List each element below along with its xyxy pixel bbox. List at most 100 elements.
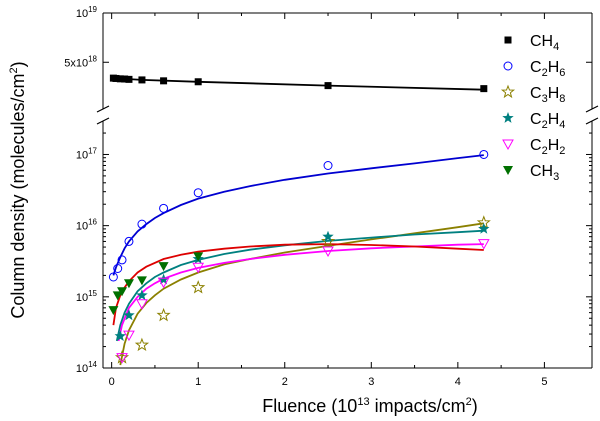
axis-break-right-mark-1	[585, 105, 599, 113]
x-axis-title-exp2: 2	[466, 396, 472, 408]
data-point-ch4	[112, 74, 120, 82]
data-point-ch3	[136, 276, 147, 286]
legend-marker-c2h4	[502, 112, 514, 123]
legend-label-sub: 4	[553, 41, 559, 53]
data-point-c2h6	[113, 263, 123, 273]
data-point-c2h4	[123, 309, 135, 321]
x-axis-title-close: )	[472, 396, 478, 416]
data-point-ch3	[193, 252, 204, 262]
legend-label-ch3: CH3	[530, 163, 559, 183]
x-tick-label: 5	[541, 376, 547, 388]
fit-curve-c2h4	[115, 229, 484, 342]
x-axis-title: Fluence (1013 impacts/cm2)	[262, 396, 477, 416]
data-point-c2h2	[477, 239, 490, 250]
legend-label-sub: 3	[553, 171, 559, 183]
legend-label-sub: 3	[542, 93, 548, 105]
legend-label-main: CH	[530, 33, 553, 50]
legend-label-ch4: CH4	[530, 33, 559, 53]
y-tick-label-lower-mantissa: 10	[76, 221, 88, 233]
y-tick-label-lower-exponent: 17	[88, 146, 97, 155]
data-point-c2h6	[137, 219, 147, 229]
x-axis-title-part2: impacts/cm	[370, 396, 466, 416]
data-point-c2h6	[108, 272, 118, 282]
data-point-c2h4	[478, 222, 490, 234]
data-point-c2h2	[136, 299, 148, 310]
y-axis-title-close: )	[8, 61, 28, 67]
axis-titles: Fluence (1013 impacts/cm2) Column density…	[8, 61, 478, 416]
legend-label-sub2: 2	[559, 145, 565, 157]
legend-label-c2h6: C2H6	[530, 59, 565, 79]
data-point-ch4	[480, 85, 488, 93]
y-axis-title: Column density (molecules/cm2)	[8, 61, 28, 318]
data-point-ch4	[121, 75, 129, 83]
data-point-c2h2	[322, 246, 334, 258]
legend-label-sub: 2	[542, 119, 548, 131]
data-point-c3h8	[320, 233, 336, 248]
axis-break-left	[96, 105, 110, 125]
fit-curve-c2h6	[112, 154, 484, 276]
legend-label-main: C	[530, 137, 542, 154]
legend-label-mid: H	[548, 137, 560, 154]
data-point-c2h2	[192, 262, 205, 274]
legend-marker-c2h2	[502, 139, 514, 151]
data-point-c2h2	[116, 353, 128, 364]
legend-label-sub: 2	[542, 145, 548, 157]
axis-break-left-mark-1	[96, 105, 110, 113]
legend-marker-c2h6	[503, 61, 513, 71]
legend-label-mid: H	[548, 85, 560, 102]
y-tick-label-upper: 5x1018	[64, 54, 97, 69]
y-tick-label-lower-exponent: 14	[88, 360, 97, 369]
legend-label-sub2: 6	[559, 67, 565, 79]
fit-curve-c2h2	[117, 243, 484, 342]
legend-label-c2h2: C2H2	[530, 137, 565, 157]
legend-marker-c3h8	[500, 84, 516, 99]
data-point-c2h2	[157, 277, 170, 289]
y-tick-label-upper: 1019	[76, 5, 98, 20]
data-point-ch3	[112, 291, 123, 301]
data-point-c3h8	[156, 307, 171, 322]
data-point-ch4	[116, 75, 124, 83]
legend-label-main: C	[530, 111, 542, 128]
y-tick-label-lower-mantissa: 10	[76, 292, 88, 304]
data-point-c3h8	[134, 337, 150, 352]
y-tick-label-upper-exponent: 19	[88, 5, 97, 14]
legend-label-sub: 2	[542, 67, 548, 79]
legend-label-sub2: 8	[559, 93, 565, 105]
legend-marker-ch4	[504, 36, 512, 44]
y-tick-label-upper-exponent: 18	[88, 54, 97, 63]
legend-label-c3h8: C3H8	[530, 85, 565, 105]
y-tick-label-lower: 1016	[76, 218, 98, 233]
x-tick-label: 0	[109, 376, 115, 388]
legend-label-main: CH	[530, 163, 553, 180]
legend-label-main: C	[530, 85, 542, 102]
data-point-c3h8	[191, 280, 206, 294]
y-tick-label-lower-mantissa: 10	[76, 363, 88, 375]
data-point-c2h6	[159, 203, 169, 213]
legend-label-mid: H	[548, 59, 560, 76]
data-point-ch4	[160, 77, 168, 85]
data-point-ch3	[158, 262, 169, 272]
y-tick-label-lower-mantissa: 10	[76, 149, 88, 161]
data-point-c2h4	[136, 289, 148, 301]
data-points-layer	[108, 74, 491, 364]
legend-marker-ch3	[503, 166, 513, 175]
y-tick-label-upper-mantissa: 10	[76, 8, 88, 20]
data-point-ch3	[108, 306, 119, 316]
data-point-c2h6	[117, 255, 127, 265]
data-point-c2h6	[323, 160, 333, 170]
axis-break-left-mark-2	[96, 117, 110, 125]
data-point-c2h6	[193, 188, 203, 198]
x-tick-label: 2	[282, 376, 288, 388]
data-point-c2h6	[124, 236, 134, 246]
y-axis-title-exp: 2	[8, 67, 20, 73]
x-axis-title-part1: Fluence (10	[262, 396, 357, 416]
data-point-c2h4	[322, 230, 334, 242]
data-point-ch3	[123, 279, 134, 289]
x-tick-label: 3	[368, 376, 374, 388]
fit-curve-ch4	[111, 77, 484, 91]
data-point-ch3	[117, 287, 128, 297]
y-tick-label-lower-exponent: 15	[88, 289, 97, 298]
